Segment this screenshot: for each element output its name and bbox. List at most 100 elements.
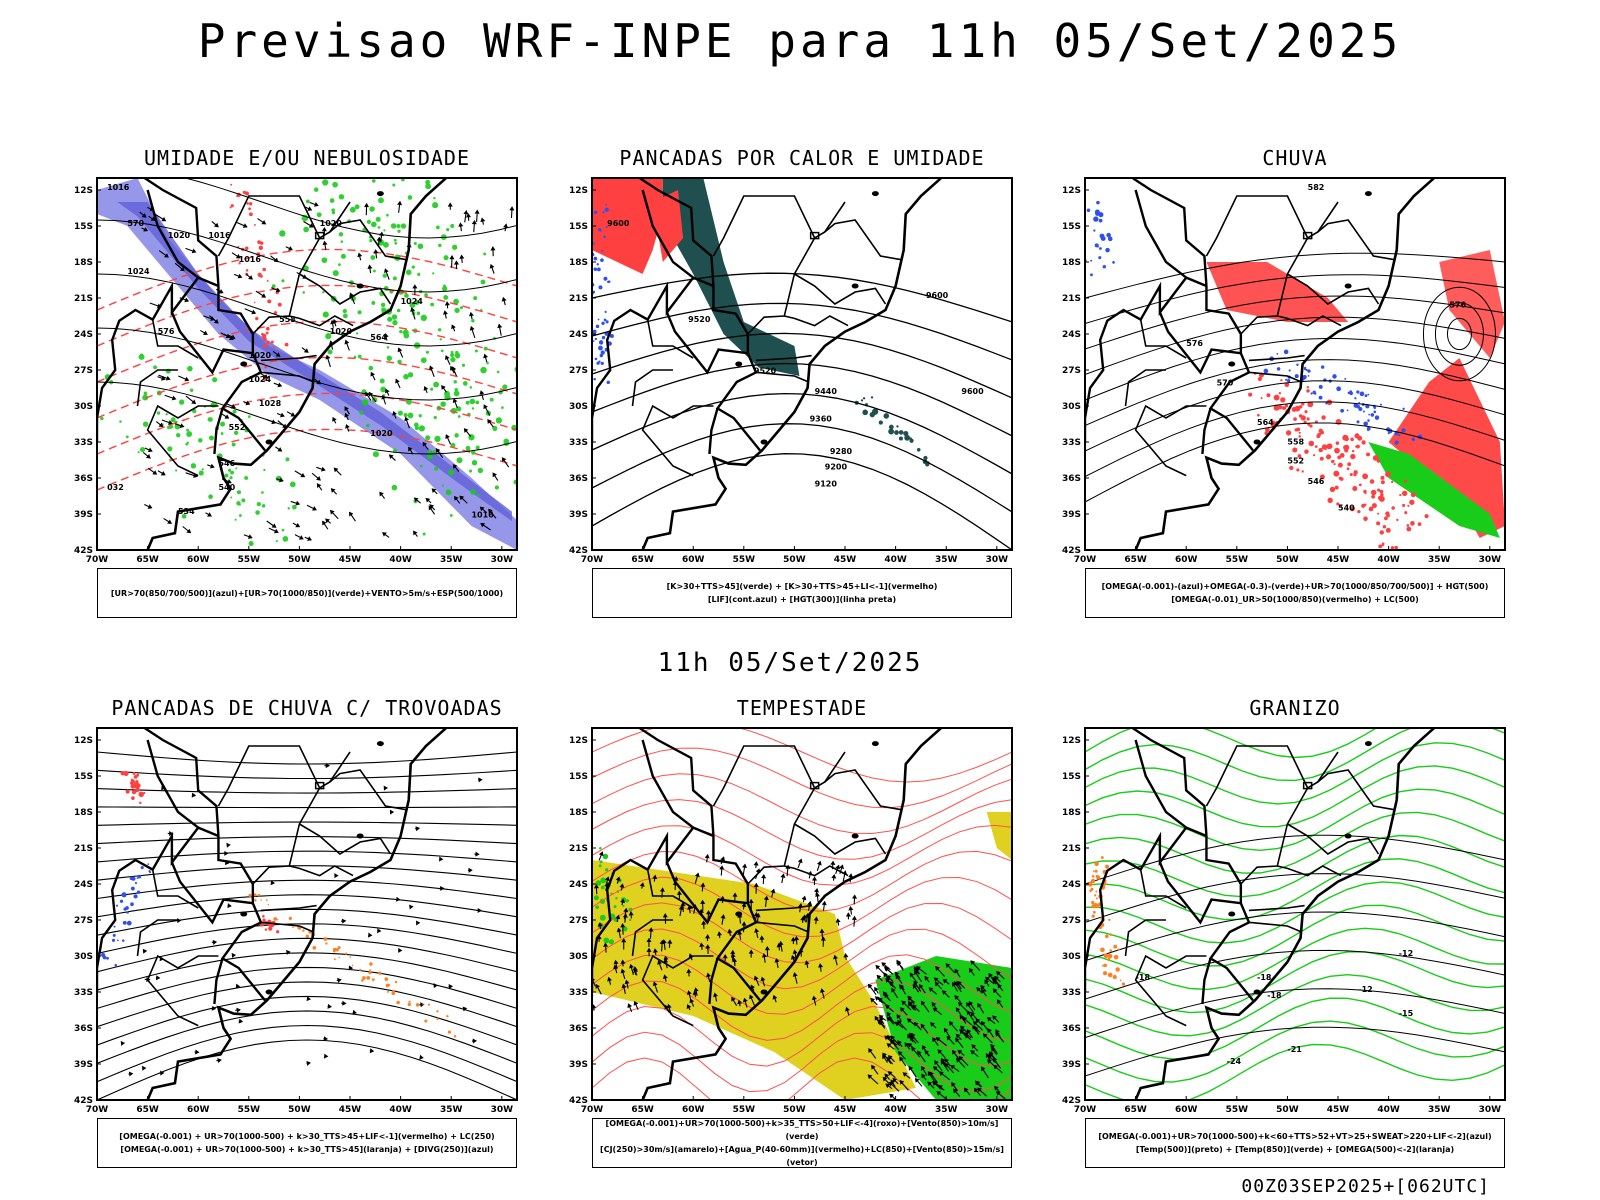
arrow-head [236, 1007, 241, 1013]
country-border [146, 739, 199, 829]
arrow-head [396, 896, 401, 902]
arrow-head [818, 963, 824, 968]
cell [1298, 431, 1301, 434]
arrow-head [275, 287, 281, 293]
cell [382, 273, 387, 278]
contour-label: 582 [1308, 183, 1325, 192]
lat-tick-label: 33S [74, 988, 93, 998]
arrow-head [383, 333, 389, 338]
cell [433, 196, 436, 200]
cell [1356, 404, 1360, 409]
arrow-head [659, 887, 665, 892]
cell [181, 513, 187, 519]
lon-tick-label: 70W [581, 555, 604, 565]
cell [186, 428, 190, 432]
arrow-head [492, 472, 497, 478]
arrow-head [156, 975, 161, 981]
arrow-head [801, 895, 807, 901]
cell [366, 975, 371, 980]
lake [356, 283, 364, 289]
cell [1382, 525, 1387, 529]
arrow-head [229, 335, 234, 340]
arrow-head [341, 918, 347, 924]
cell [1308, 440, 1315, 447]
cell [1307, 369, 1311, 373]
country-border [1134, 739, 1187, 829]
country-border [143, 728, 220, 837]
legend-line: [OMEGA(-0.001) + UR>70(1000-500) + k>30_… [120, 1145, 494, 1154]
arrow-head [894, 971, 900, 977]
cell [896, 425, 899, 428]
arrow-head [833, 954, 838, 960]
lon-tick-label: 50W [1276, 555, 1299, 565]
arrow-head [413, 497, 419, 503]
contour-label: 9520 [754, 367, 777, 376]
cell [449, 513, 453, 517]
cell [1304, 410, 1308, 414]
cell [894, 430, 899, 435]
wind-vectors [139, 200, 515, 541]
arrow-head [379, 491, 384, 497]
cell [615, 897, 618, 900]
arrow-head [245, 400, 251, 406]
cell [862, 409, 868, 416]
cell [1320, 365, 1325, 369]
arrow-head [168, 420, 173, 425]
cell [138, 353, 145, 360]
arrow-head [931, 1001, 937, 1007]
arrow-head [657, 960, 662, 965]
arrow-head [627, 1003, 633, 1009]
arrow-head [730, 949, 736, 955]
contour-label: -18 [1136, 973, 1151, 982]
isoline [97, 821, 517, 826]
cell [453, 390, 460, 397]
cell [176, 433, 181, 438]
arrow-head [453, 260, 459, 265]
cell [380, 386, 387, 393]
state-border [755, 904, 812, 912]
cell [1357, 435, 1363, 441]
cell [599, 914, 606, 921]
cell [1337, 462, 1343, 468]
panel-legend: [OMEGA(-0.001) + UR>70(1000-500) + k>30_… [97, 1118, 517, 1168]
contour-label: 1024 [401, 297, 424, 306]
contour-label: 576 [1449, 301, 1466, 310]
cell [469, 386, 473, 389]
cell [371, 179, 376, 183]
cell [371, 221, 377, 228]
arrow-head [145, 454, 151, 459]
arrow-head [955, 1057, 961, 1063]
cell [302, 291, 306, 294]
cell [247, 415, 251, 418]
arrow-head [971, 1044, 977, 1049]
wind850-vectors-east [867, 959, 1006, 1100]
arrow-head [613, 964, 619, 970]
arrow-head [497, 323, 503, 329]
state-border [151, 869, 199, 909]
arrow-head [271, 419, 277, 425]
cell [399, 329, 403, 334]
cell [1336, 502, 1340, 506]
cell [354, 204, 360, 210]
cell [587, 324, 591, 328]
cell [262, 914, 265, 918]
arrow-head [876, 974, 882, 980]
cell [1386, 513, 1390, 518]
arrow-head [874, 996, 880, 1001]
cell [606, 380, 610, 385]
isoline [97, 836, 517, 845]
arrow-head [772, 994, 778, 1000]
arrow-head [868, 1048, 873, 1053]
cell [139, 801, 142, 805]
arrow-head [980, 984, 986, 990]
cell [595, 905, 600, 910]
arrow-head [959, 1014, 965, 1020]
cell [603, 318, 607, 322]
lat-tick-label: 39S [1062, 1060, 1081, 1070]
arrow-head [652, 874, 658, 880]
cell [259, 241, 264, 245]
arrow-head [661, 939, 667, 944]
contour-label: 552 [1287, 457, 1304, 466]
contour-label: 1028 [259, 399, 282, 408]
